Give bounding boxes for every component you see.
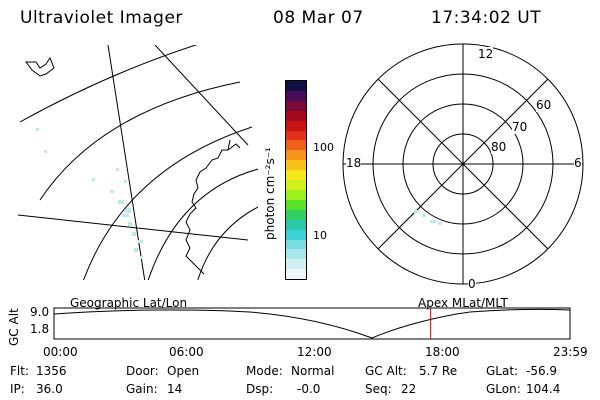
map-lat-arc — [83, 126, 253, 280]
orbit-xtick-1800: 18:00 — [425, 345, 460, 359]
mlt-label-0: 0 — [468, 277, 476, 291]
colorbar-swatch — [286, 219, 306, 230]
orbit-axis-label: GC Alt — [7, 308, 21, 346]
dsp-label: Dsp: — [246, 382, 274, 396]
mlt-label-6: 6 — [574, 156, 582, 170]
mlt-label-12: 12 — [478, 47, 494, 61]
orbit-plot — [53, 307, 571, 340]
orbit-xtick-0000: 00:00 — [43, 345, 78, 359]
colorbar-swatch — [286, 199, 306, 210]
orbit-ytick-max: 9.0 — [30, 305, 50, 319]
colorbar-swatch — [286, 170, 306, 181]
ip-label: IP: — [10, 382, 25, 396]
polar-plot — [342, 43, 584, 285]
aurora-emission — [36, 128, 143, 259]
lat-label-70: 70 — [512, 120, 528, 134]
mode-label: Mode: — [246, 364, 283, 378]
polar-aurora-emission — [414, 210, 442, 225]
dsp-value: -0.0 — [297, 382, 321, 396]
colorbar-swatch — [286, 110, 306, 121]
time-label: 17:34:02 UT — [431, 8, 542, 28]
seq-value: 22 — [401, 382, 417, 396]
colorbar-swatch — [286, 100, 306, 111]
flt-value: 1356 — [36, 364, 67, 378]
door-value: Open — [167, 364, 200, 378]
colorbar-swatch — [286, 239, 306, 250]
orbit-axis-label-wrap: GC Alt — [7, 308, 21, 346]
colorbar-swatch — [286, 209, 306, 220]
colorbar-swatch — [286, 229, 306, 240]
ip-value: 36.0 — [36, 382, 63, 396]
gain-value: 14 — [167, 382, 183, 396]
colorbar-tick-100: 100 — [313, 141, 334, 154]
colorbar — [285, 80, 307, 280]
orbit-xtick-2359: 23:59 — [553, 345, 588, 359]
date-label: 08 Mar 07 — [273, 8, 364, 28]
colorbar-swatch — [286, 269, 306, 280]
glon-label: GLon: — [486, 382, 521, 396]
glat-value: -56.9 — [526, 364, 558, 378]
map-caption: Geographic Lat/Lon — [70, 296, 188, 310]
mlt-label-18: 18 — [346, 156, 362, 170]
instrument-title: Ultraviolet Imager — [20, 8, 183, 28]
colorbar-swatch — [286, 189, 306, 200]
colorbar-swatch — [286, 81, 306, 91]
glon-value: 104.4 — [526, 382, 561, 396]
seq-label: Seq: — [365, 382, 392, 396]
orbit-xtick-0600: 06:00 — [169, 345, 204, 359]
colorbar-swatch — [286, 249, 306, 260]
colorbar-swatch — [286, 90, 306, 101]
colorbar-swatch — [286, 180, 306, 190]
altitude-curve — [53, 308, 571, 339]
colorbar-swatch — [286, 140, 306, 151]
colorbar-swatch — [286, 150, 306, 161]
gain-label: Gain: — [126, 382, 158, 396]
colorbar-unit-label-wrap: photon cm⁻²s⁻¹ — [263, 147, 277, 240]
polar-diagonal — [377, 78, 549, 250]
polar-caption: Apex MLat/MLT — [418, 296, 508, 310]
orbit-ytick-min: 1.8 — [30, 322, 50, 336]
colorbar-swatch — [286, 120, 306, 131]
lat-label-80: 80 — [491, 140, 507, 154]
colorbar-swatch — [286, 259, 306, 270]
map-meridian — [18, 214, 249, 241]
coastline-island — [25, 56, 55, 77]
lat-label-60: 60 — [536, 98, 552, 112]
orbit-xtick-1200: 12:00 — [297, 345, 332, 359]
map-meridian — [154, 45, 249, 146]
gcalt-value: 5.7 Re — [419, 364, 458, 378]
colorbar-tick-10: 10 — [313, 229, 327, 242]
coastline — [227, 143, 241, 151]
map-lat-arc — [19, 45, 198, 123]
map-lat-arc — [197, 206, 258, 280]
glat-label: GLat: — [486, 364, 519, 378]
coastline — [185, 139, 231, 275]
map-meridian — [107, 45, 146, 280]
flt-label: Flt: — [10, 364, 29, 378]
colorbar-swatch — [286, 130, 306, 141]
door-label: Door: — [126, 364, 159, 378]
map-lat-arc — [39, 81, 241, 201]
map-lat-arc — [147, 168, 258, 280]
colorbar-swatch — [286, 160, 306, 171]
gcalt-label: GC Alt: — [365, 364, 407, 378]
mode-value: Normal — [291, 364, 335, 378]
colorbar-unit-label: photon cm⁻²s⁻¹ — [263, 147, 277, 240]
